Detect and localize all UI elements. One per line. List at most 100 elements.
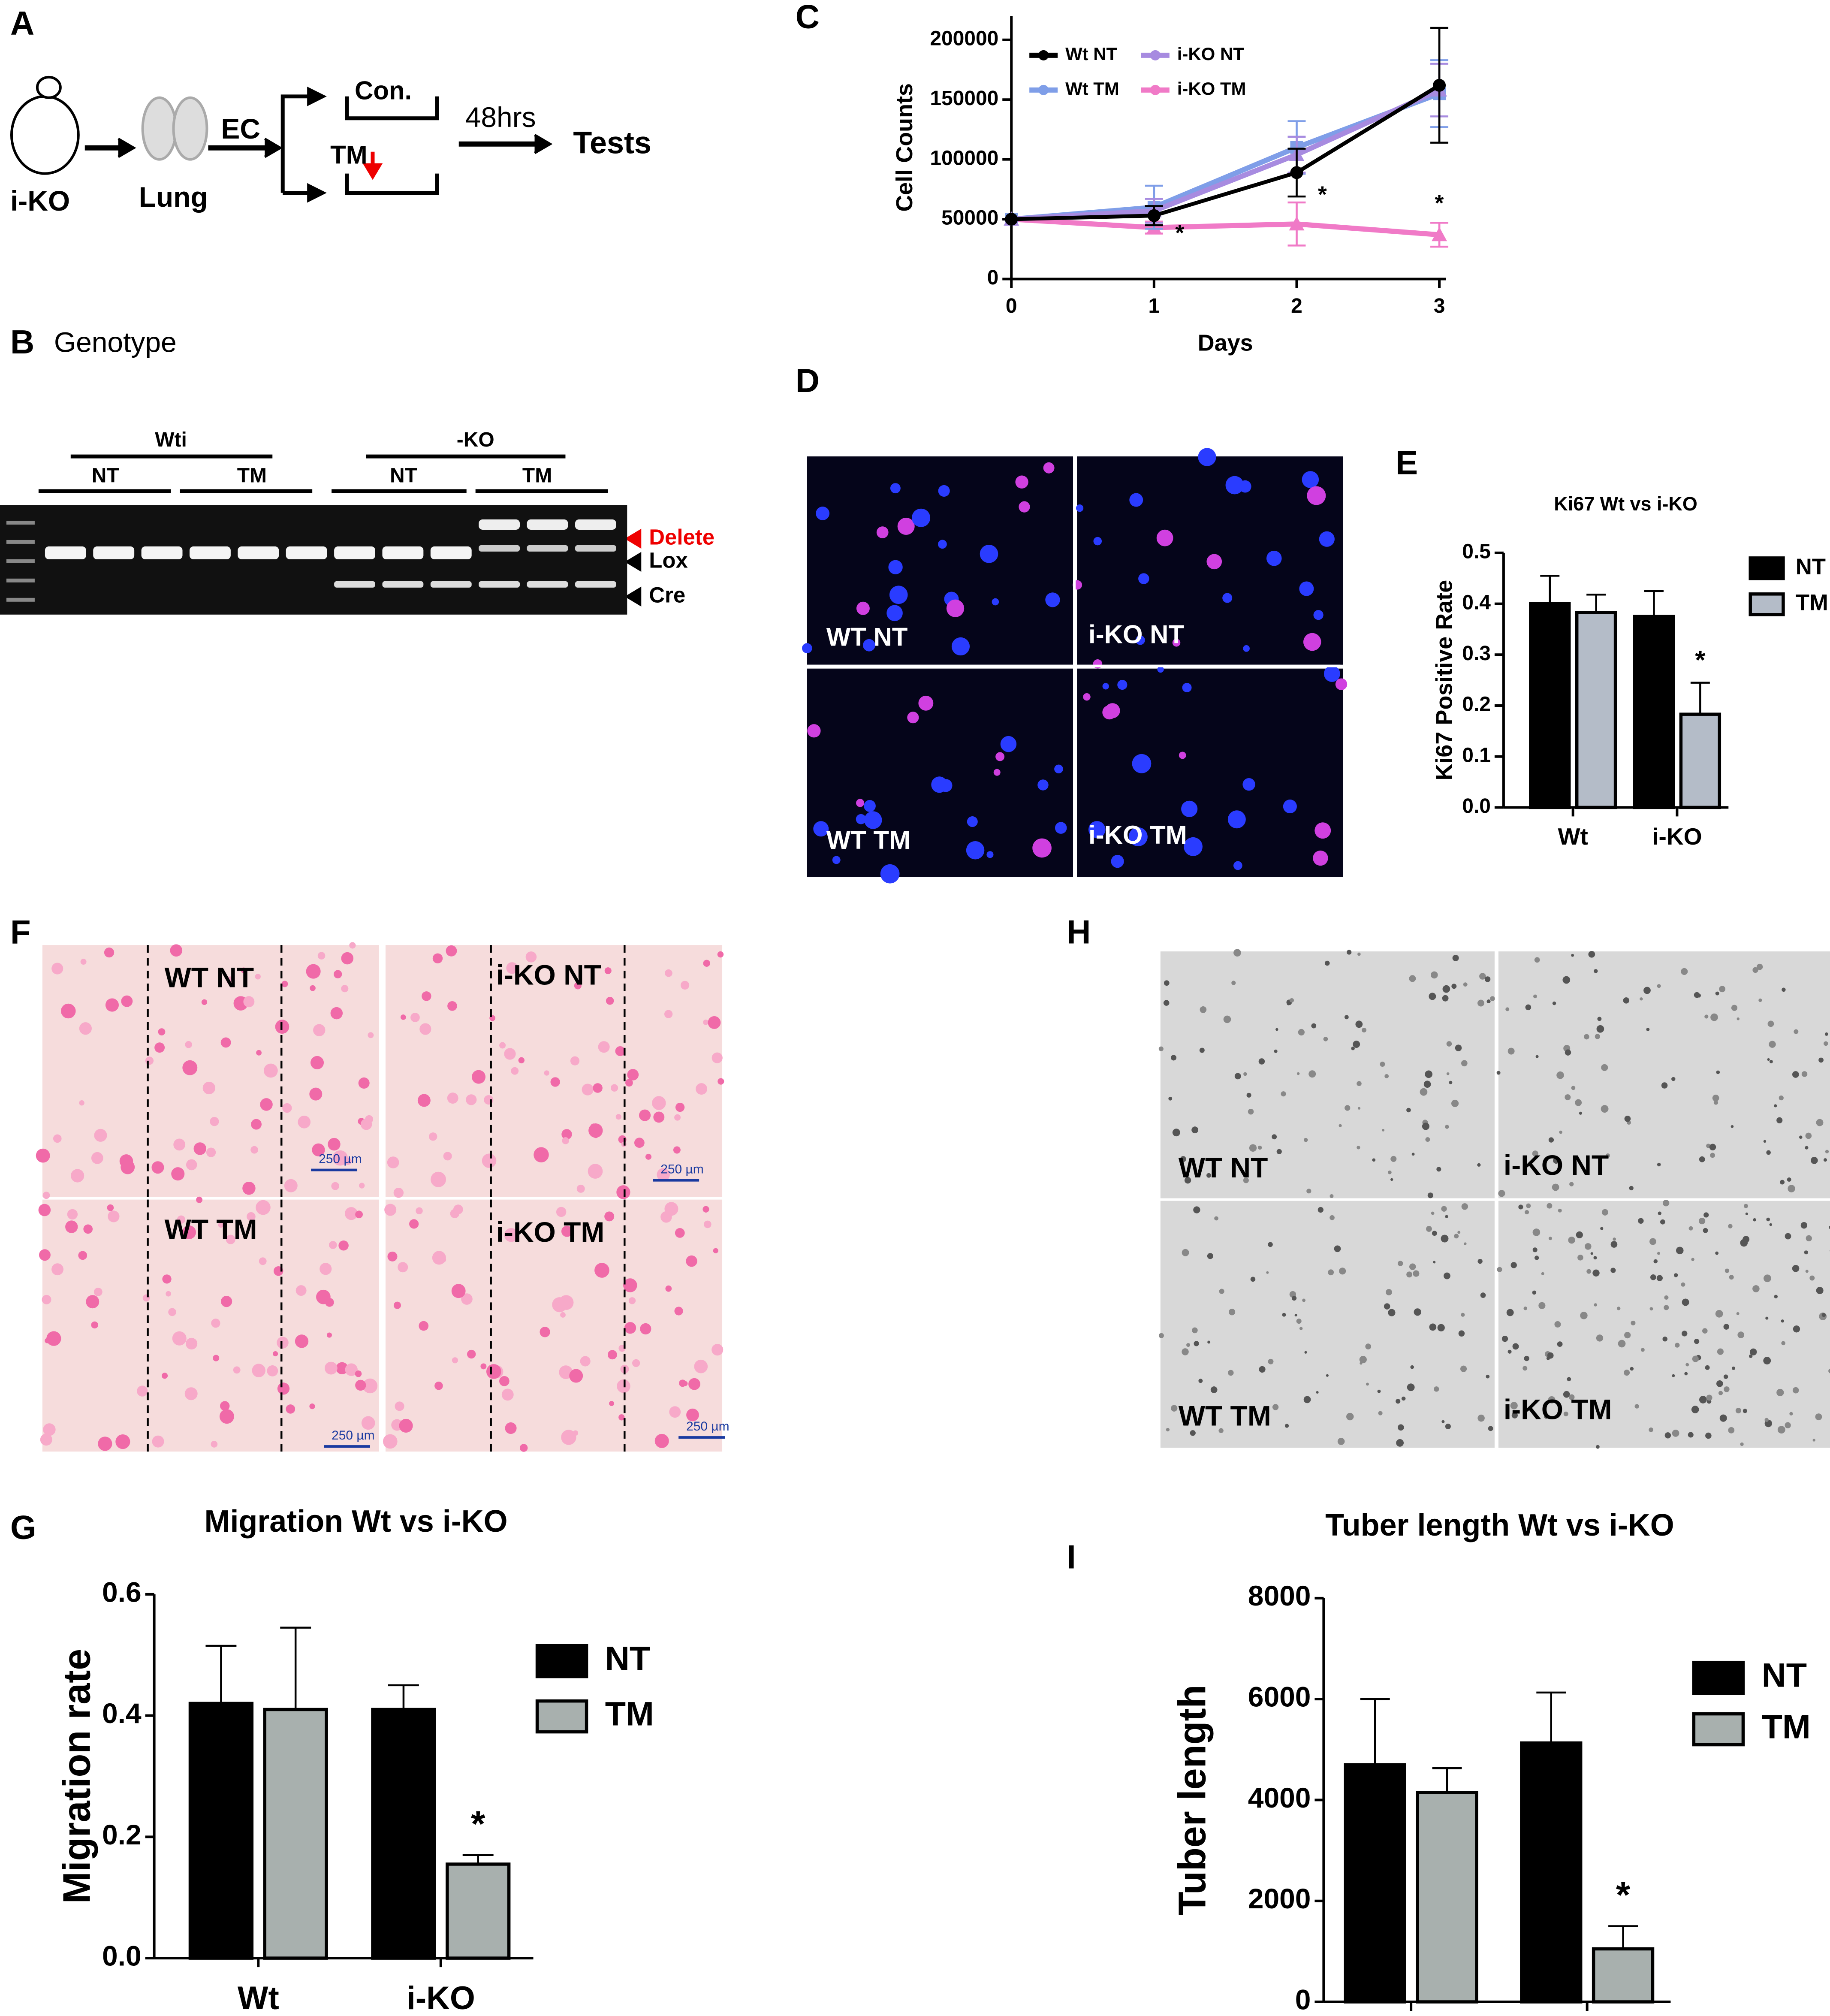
label: NT bbox=[390, 465, 417, 487]
cell bbox=[807, 724, 821, 738]
cell bbox=[1767, 1058, 1770, 1061]
y-tick-label: 0.3 bbox=[1462, 642, 1491, 665]
cell bbox=[1580, 1312, 1588, 1319]
cell bbox=[211, 1319, 220, 1328]
cell bbox=[1557, 1341, 1563, 1347]
cell bbox=[1688, 1432, 1694, 1438]
cell bbox=[580, 1356, 591, 1367]
image bbox=[385, 945, 723, 1197]
y-tick-label: 2000 bbox=[1248, 1883, 1311, 1914]
line bbox=[1011, 84, 1441, 221]
cell bbox=[665, 969, 672, 977]
cell bbox=[1656, 1275, 1663, 1281]
cell bbox=[1313, 610, 1324, 620]
cell bbox=[336, 1362, 348, 1375]
cell bbox=[1715, 1310, 1723, 1318]
cell bbox=[40, 1434, 52, 1446]
cell bbox=[1449, 1080, 1453, 1084]
cell bbox=[888, 560, 903, 574]
cell bbox=[1601, 1105, 1609, 1113]
cell bbox=[561, 1430, 576, 1445]
cell bbox=[365, 1115, 374, 1123]
cell bbox=[1553, 1157, 1559, 1164]
cell bbox=[1272, 1134, 1277, 1140]
cell bbox=[247, 1212, 256, 1221]
cell bbox=[1805, 1270, 1809, 1273]
cell bbox=[83, 1224, 93, 1234]
cell bbox=[1303, 1138, 1308, 1142]
cell bbox=[1302, 1298, 1305, 1302]
cell bbox=[1184, 1177, 1191, 1184]
cell bbox=[1825, 1150, 1829, 1153]
label: i-KO TM bbox=[1088, 821, 1187, 849]
cell bbox=[1259, 1366, 1266, 1373]
cell bbox=[45, 1338, 50, 1343]
cell bbox=[310, 1056, 324, 1069]
cell bbox=[1596, 1025, 1604, 1033]
cell bbox=[298, 1116, 311, 1129]
cell bbox=[226, 1234, 235, 1244]
cell bbox=[1525, 1004, 1532, 1011]
cell bbox=[1055, 822, 1067, 834]
cell bbox=[1431, 1211, 1435, 1215]
y-tick-label: 0 bbox=[987, 266, 999, 289]
cell bbox=[482, 1153, 497, 1168]
cell bbox=[1206, 1173, 1211, 1178]
label: TM bbox=[522, 465, 552, 487]
band bbox=[286, 546, 327, 559]
cell bbox=[1357, 1107, 1361, 1110]
point bbox=[1290, 166, 1303, 179]
cell bbox=[1756, 963, 1763, 970]
cell bbox=[1461, 1203, 1468, 1210]
cell bbox=[1458, 1330, 1465, 1337]
cell bbox=[1815, 1413, 1822, 1421]
cell bbox=[606, 996, 614, 1005]
panel-letter: A bbox=[10, 4, 34, 42]
cell bbox=[256, 1200, 271, 1215]
cell bbox=[625, 1079, 633, 1087]
cell bbox=[1445, 1125, 1449, 1129]
cell bbox=[1824, 1032, 1828, 1036]
cell bbox=[1657, 1252, 1660, 1255]
cell bbox=[1661, 1082, 1668, 1089]
cell bbox=[607, 1350, 617, 1360]
cell bbox=[501, 1388, 514, 1401]
point bbox=[1147, 209, 1161, 222]
cell bbox=[1434, 1386, 1439, 1392]
cell bbox=[628, 1297, 636, 1304]
cell bbox=[686, 1255, 697, 1267]
cell bbox=[341, 985, 349, 993]
cell bbox=[419, 1023, 431, 1035]
cell bbox=[1498, 1190, 1505, 1197]
cell bbox=[1441, 1206, 1447, 1212]
cell bbox=[1675, 1343, 1680, 1348]
cell bbox=[1535, 1055, 1539, 1058]
cell bbox=[1532, 1290, 1537, 1295]
cell bbox=[1377, 1389, 1381, 1393]
band bbox=[575, 545, 616, 552]
cell bbox=[1296, 1072, 1300, 1075]
cell bbox=[1076, 504, 1084, 512]
cell bbox=[1577, 1409, 1582, 1412]
cell bbox=[604, 1211, 615, 1222]
cell bbox=[1231, 981, 1236, 985]
cell bbox=[504, 1048, 516, 1060]
cell bbox=[395, 1401, 404, 1411]
cell bbox=[1743, 1409, 1747, 1413]
cell bbox=[368, 1032, 374, 1038]
cell bbox=[1268, 1242, 1273, 1247]
cell bbox=[1558, 1412, 1562, 1415]
cell bbox=[313, 1024, 326, 1036]
ladder-band bbox=[6, 520, 35, 525]
cell bbox=[1243, 1177, 1249, 1183]
cell bbox=[1650, 1274, 1656, 1280]
cell bbox=[864, 800, 876, 812]
cell bbox=[499, 1042, 506, 1049]
cell bbox=[1464, 1242, 1467, 1245]
band bbox=[334, 546, 375, 559]
cell bbox=[1303, 633, 1321, 651]
cell bbox=[1552, 1001, 1556, 1005]
cell bbox=[107, 1204, 114, 1211]
cell bbox=[1163, 1000, 1170, 1006]
cell bbox=[252, 1364, 265, 1377]
